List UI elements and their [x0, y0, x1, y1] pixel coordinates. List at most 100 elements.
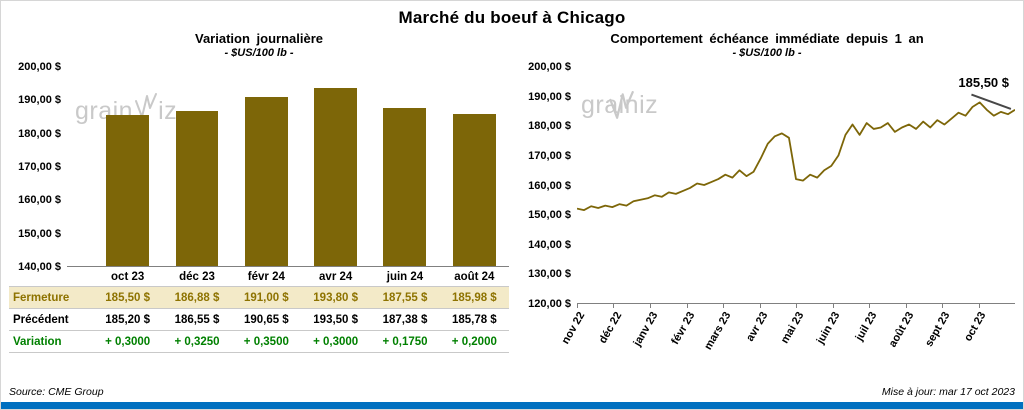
bar-chart-y-axis: 200,00 $ 190,00 $ 180,00 $ 170,00 $ 160,00 $…	[9, 61, 67, 273]
table-cell: 190,65 $	[231, 309, 301, 331]
price-table: oct 23 déc 23 févr 24 avr 24 juin 24 août 24 F…	[9, 267, 509, 353]
table-cell: + 0,3000	[93, 331, 163, 353]
y-axis-label: 170,00 $	[18, 161, 61, 173]
daily-variation-panel: Variation journalière - $US/100 lb - 200…	[9, 28, 509, 362]
table-corner-cell	[9, 267, 93, 287]
bar-slot	[162, 67, 231, 266]
table-column-header: oct 23	[93, 267, 163, 287]
table-row-label: Fermeture	[9, 287, 93, 309]
y-axis-label: 190,00 $	[528, 90, 571, 103]
page-title: Marché du boeuf à Chicago	[398, 8, 626, 27]
x-axis-label: mars 23	[702, 310, 734, 353]
last-price-annotation: 185,50 $	[958, 75, 1009, 90]
bar	[452, 113, 496, 266]
table-cell: 193,50 $	[301, 309, 371, 331]
x-axis-tick	[832, 304, 834, 308]
yearly-trend-panel: Comportement échéance immédiate depuis 1…	[519, 28, 1015, 362]
table-cell: 185,50 $	[93, 287, 163, 309]
table-column-header: déc 23	[162, 267, 232, 287]
x-axis-label: janv 23	[631, 310, 661, 349]
x-axis-tick	[649, 304, 651, 308]
watermark-text-post: iz	[158, 96, 178, 125]
y-axis-label: 150,00 $	[528, 209, 571, 222]
grainwiz-watermark: grain iz	[75, 92, 178, 126]
x-axis-tick	[759, 304, 761, 308]
x-axis-label: avr 23	[743, 310, 770, 344]
x-axis-label: déc 22	[596, 310, 624, 346]
y-axis-label: 170,00 $	[528, 149, 571, 162]
x-axis-label: mai 23	[778, 310, 807, 346]
table-cell: 187,38 $	[370, 309, 440, 331]
bar-chart: 200,00 $ 190,00 $ 180,00 $ 170,00 $ 160,00 $…	[9, 61, 509, 273]
x-axis-tick	[577, 304, 578, 308]
grainwiz-watermark: grain iz	[581, 90, 659, 120]
watermark-text-post: iz	[639, 90, 659, 119]
y-axis-label: 150,00 $	[18, 227, 61, 240]
y-axis-label: 200,00 $	[528, 61, 571, 73]
y-axis-label: 190,00 $	[18, 94, 61, 107]
bar-slot	[93, 67, 162, 266]
bar-slot	[370, 67, 439, 266]
table-column-header: juin 24	[370, 267, 440, 287]
y-axis-label: 160,00 $	[18, 194, 61, 207]
x-axis-tick	[686, 304, 688, 308]
table-column-header: avr 24	[301, 267, 371, 287]
y-axis-label: 130,00 $	[528, 268, 571, 281]
x-axis-tick	[978, 304, 980, 308]
bar-chart-subtitle: - $US/100 lb -	[224, 47, 294, 59]
table-cell: + 0,3000	[301, 331, 371, 353]
bar-slot	[301, 67, 370, 266]
y-axis-label: 120,00 $	[528, 298, 571, 310]
table-cell: + 0,3500	[231, 331, 301, 353]
x-axis-label: août 23	[886, 310, 916, 350]
bars	[93, 67, 509, 266]
bar	[106, 115, 150, 266]
x-axis-tick	[722, 304, 724, 308]
x-axis-tick	[942, 304, 943, 308]
y-axis-label: 200,00 $	[18, 61, 61, 73]
table-row-label: Variation	[9, 331, 93, 353]
source-note: Source: CME Group	[9, 386, 104, 398]
y-axis-label: 160,00 $	[528, 179, 571, 192]
bar-chart-title: Variation journalière	[195, 31, 323, 46]
line-chart-x-axis: nov 22 déc 22 janv 23 févr 23 mars 23 avr 23 m…	[560, 304, 1015, 362]
x-axis-label: sept 23	[923, 310, 953, 349]
price-line-series	[577, 102, 1015, 210]
footer: Source: CME Group Mise à jour: mar 17 oc…	[9, 386, 1015, 398]
watermark-text-pre: grain	[581, 90, 640, 119]
x-axis-tick	[613, 304, 615, 308]
x-axis-label: juin 23	[815, 310, 843, 347]
line-chart-subtitle: - $US/100 lb -	[732, 47, 802, 59]
x-axis-tick	[796, 304, 797, 308]
table-column-header: févr 24	[231, 267, 301, 287]
bar-slot	[232, 67, 301, 266]
content: Variation journalière - $US/100 lb - 200…	[1, 28, 1023, 362]
bar-chart-plot: grain iz	[67, 67, 509, 267]
x-axis-tick	[868, 304, 870, 308]
table-cell: 185,20 $	[93, 309, 163, 331]
lightning-w-icon	[133, 92, 158, 126]
x-axis-label: juil 23	[853, 310, 880, 344]
y-axis-label: 180,00 $	[528, 120, 571, 133]
x-axis-label: févr 23	[668, 310, 697, 347]
line-chart-title: Comportement échéance immédiate depuis 1…	[610, 31, 924, 46]
bar	[175, 110, 219, 266]
table-cell: 193,80 $	[301, 287, 371, 309]
table-cell: + 0,1750	[370, 331, 440, 353]
y-axis-label: 140,00 $	[528, 238, 571, 251]
table-cell: 186,55 $	[162, 309, 232, 331]
bar	[383, 108, 427, 266]
table-cell: + 0,3250	[162, 331, 232, 353]
table-column-header: août 24	[439, 267, 509, 287]
bar	[314, 87, 358, 266]
line-chart: 200,00 $ 190,00 $ 180,00 $ 170,00 $ 160,00 $…	[519, 61, 1015, 310]
y-axis-label: 140,00 $	[18, 261, 61, 273]
table-row-label: Précédent	[9, 309, 93, 331]
table-cell: + 0,2000	[439, 331, 509, 353]
table-cell: 191,00 $	[231, 287, 301, 309]
bottom-accent-bar	[1, 402, 1023, 409]
bar-slot	[440, 67, 509, 266]
bar	[244, 96, 288, 266]
table-cell: 185,98 $	[439, 287, 509, 309]
